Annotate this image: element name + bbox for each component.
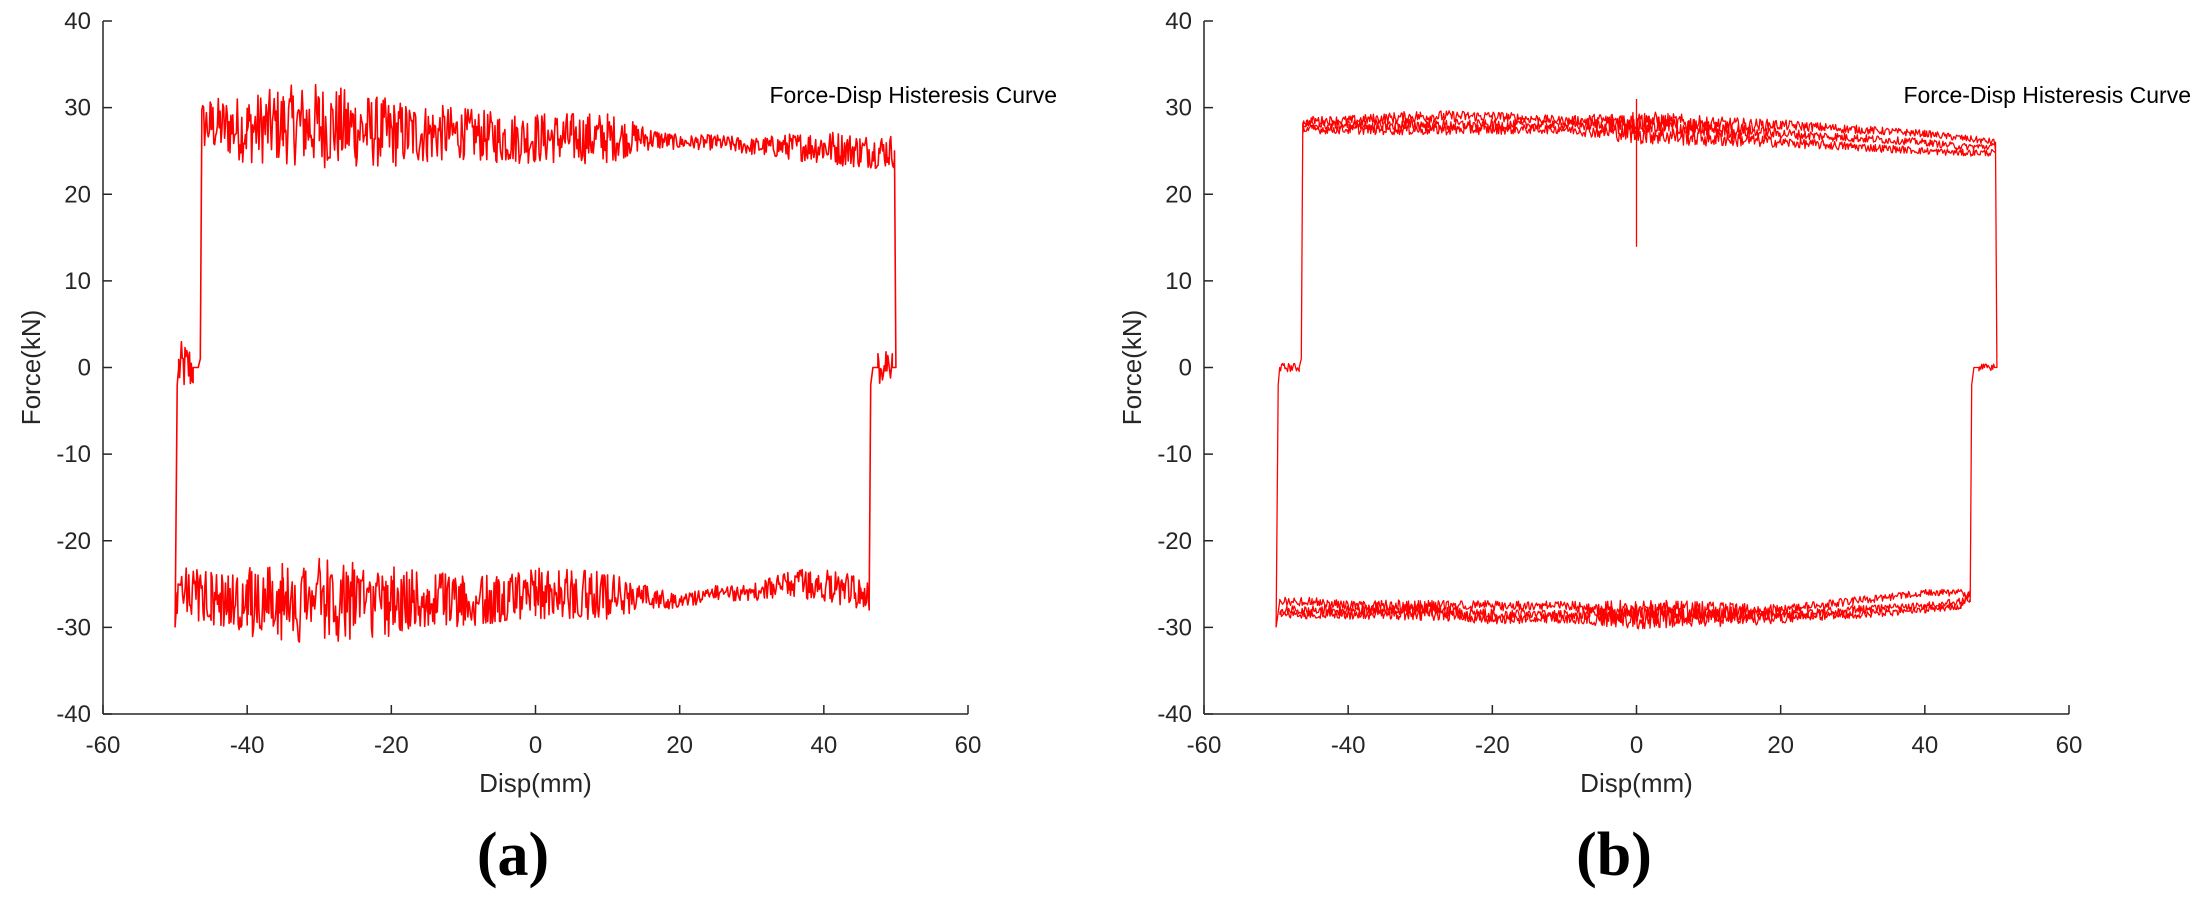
hysteresis-chart-a: -40 -30 -20 -10 0 10 20 30 40 -60 -40 -20 0 20 40 60 Dis…: [16, 8, 1057, 798]
x-tick-label: 20: [1767, 732, 1794, 759]
y-tick-label: -40: [56, 701, 91, 728]
y-axis-label: Force(kN): [1117, 310, 1147, 426]
y-tick-label: -20: [1157, 528, 1192, 555]
x-tick-label: 40: [1911, 732, 1938, 759]
x-axis-label: Disp(mm): [1580, 768, 1693, 798]
panel-caption-b: (b): [1576, 821, 1652, 889]
x-tick-label: -40: [1331, 732, 1366, 759]
x-tick-label: -60: [86, 732, 121, 759]
x-tick-label: -20: [374, 732, 409, 759]
y-tick-label: 20: [1165, 181, 1192, 208]
series-line: [1302, 114, 1997, 151]
y-tick-label: 30: [1165, 95, 1192, 122]
y-tick-label: 10: [64, 268, 91, 295]
series-line: [1279, 589, 1971, 630]
y-tick-label: 10: [1165, 268, 1192, 295]
x-tick-label: 60: [2056, 732, 2083, 759]
y-tick-label: 40: [64, 8, 91, 35]
y-tick-label: 0: [78, 355, 91, 382]
chart-panel-a: -40 -30 -20 -10 0 10 20 30 40 -60 -40 -20 0 20 40 60 Dis…: [16, 8, 1057, 889]
x-tick-label: 40: [810, 732, 837, 759]
x-tick-label: -20: [1475, 732, 1510, 759]
x-tick-label: 20: [666, 732, 693, 759]
y-tick-label: 30: [64, 95, 91, 122]
y-tick-label: 40: [1165, 8, 1192, 35]
x-tick-label: -60: [1187, 732, 1222, 759]
y-tick-label: -40: [1157, 701, 1192, 728]
y-tick-label: -20: [56, 528, 91, 555]
chart-panel-b: -40 -30 -20 -10 0 10 20 30 40 -60 -40 -20 0 20 40 60 Dis…: [1101, 0, 2202, 922]
hysteresis-chart-b: -40 -30 -20 -10 0 10 20 30 40 -60 -40 -20 0 20 40 60 Dis…: [1117, 8, 2191, 798]
y-tick-label: 0: [1179, 355, 1192, 382]
legend-entry: Force-Disp Histeresis Curve: [1903, 82, 2191, 108]
x-axis-label: Disp(mm): [479, 768, 592, 798]
y-tick-label: -30: [1157, 614, 1192, 641]
series-group: [1275, 99, 1998, 630]
series-group: [174, 83, 897, 643]
y-tick-label: 20: [64, 181, 91, 208]
series-line: [1279, 593, 1971, 625]
series-line: [1302, 122, 1996, 157]
x-tick-label: 60: [955, 732, 982, 759]
legend-entry: Force-Disp Histeresis Curve: [769, 82, 1057, 108]
y-tick-label: -10: [1157, 441, 1192, 468]
x-tick-label: -40: [230, 732, 265, 759]
y-tick-label: -10: [56, 441, 91, 468]
x-tick-label: 0: [529, 732, 542, 759]
y-axis-label: Force(kN): [16, 310, 46, 426]
x-tick-label: 0: [1630, 732, 1643, 759]
panel-caption-a: (a): [476, 821, 550, 889]
y-tick-label: -30: [56, 614, 91, 641]
series-line: [174, 83, 897, 643]
